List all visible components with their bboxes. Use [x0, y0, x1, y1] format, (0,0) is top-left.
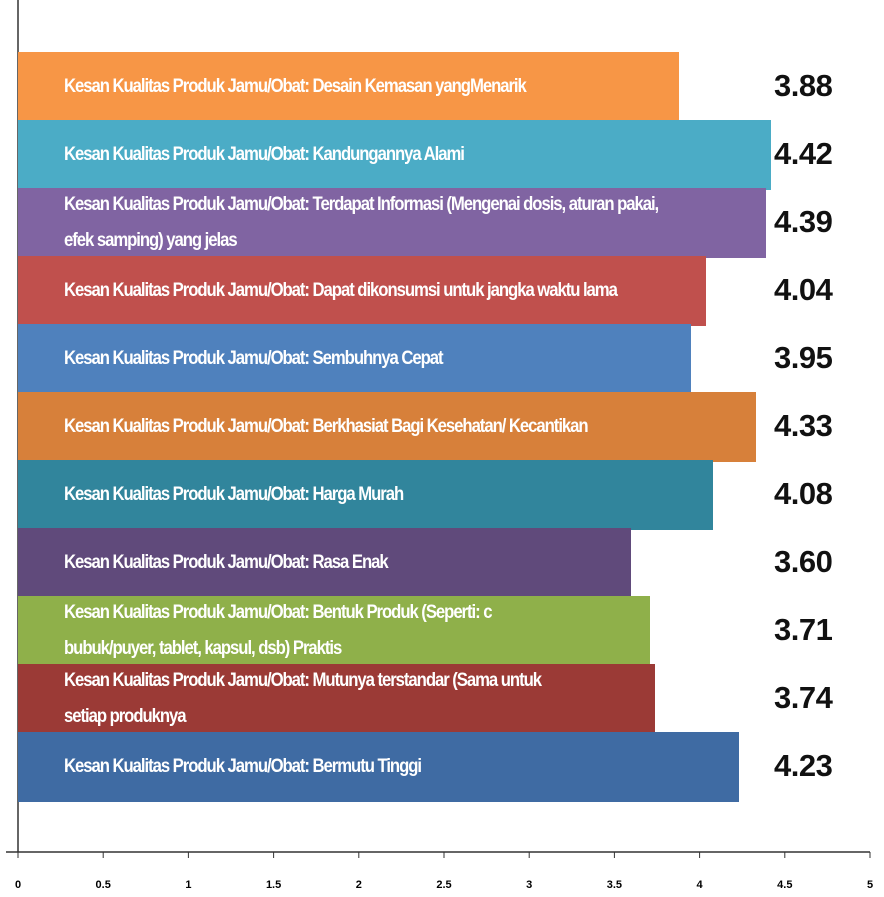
bar: Kesan Kualitas Produk Jamu/Obat: Kandung…: [18, 120, 772, 190]
bar: Kesan Kualitas Produk Jamu/Obat: Harga M…: [18, 460, 714, 530]
x-tick-label: 2.5: [436, 879, 451, 891]
value-label: 3.60: [774, 544, 833, 579]
bar: Kesan Kualitas Produk Jamu/Obat: Bentuk …: [18, 596, 651, 666]
bar: Kesan Kualitas Produk Jamu/Obat: Dapat d…: [18, 256, 707, 326]
x-tick-label: 1.5: [266, 879, 281, 891]
x-tick-label: 5: [867, 879, 873, 891]
bar: Kesan Kualitas Produk Jamu/Obat: Sembuhn…: [18, 324, 692, 394]
value-label: 3.74: [774, 680, 833, 715]
category-label: Kesan Kualitas Produk Jamu/Obat: Harga M…: [64, 484, 404, 505]
value-label: 3.71: [774, 612, 833, 647]
category-label: Kesan Kualitas Produk Jamu/Obat: Mutunya…: [64, 670, 542, 727]
bar: Kesan Kualitas Produk Jamu/Obat: Desain …: [18, 52, 680, 122]
value-label: 4.39: [774, 204, 833, 239]
category-label: Kesan Kualitas Produk Jamu/Obat: Rasa En…: [64, 552, 389, 573]
category-label: Kesan Kualitas Produk Jamu/Obat: Dapat d…: [64, 280, 618, 301]
x-tick-label: 2: [356, 879, 362, 891]
category-label: Kesan Kualitas Produk Jamu/Obat: Terdapa…: [64, 194, 659, 251]
value-label: 3.88: [774, 68, 833, 103]
x-tick-label: 4: [697, 879, 704, 891]
category-label: Kesan Kualitas Produk Jamu/Obat: Sembuhn…: [64, 348, 444, 369]
value-label: 4.42: [774, 136, 833, 171]
category-label: Kesan Kualitas Produk Jamu/Obat: Bermutu…: [64, 756, 422, 777]
x-tick-label: 3: [526, 879, 532, 891]
value-label: 4.08: [774, 476, 833, 511]
x-tick-label: 1: [185, 879, 191, 891]
bar: Kesan Kualitas Produk Jamu/Obat: Rasa En…: [18, 528, 632, 598]
category-label: Kesan Kualitas Produk Jamu/Obat: Kandung…: [64, 144, 465, 165]
category-label: Kesan Kualitas Produk Jamu/Obat: Desain …: [64, 76, 527, 97]
value-label: 3.95: [774, 340, 833, 375]
x-tick-label: 3.5: [607, 879, 622, 891]
x-tick-label: 4.5: [777, 879, 792, 891]
category-label: Kesan Kualitas Produk Jamu/Obat: Bentuk …: [64, 602, 493, 659]
x-tick-label: 0.5: [96, 879, 111, 891]
value-label: 4.04: [774, 272, 833, 307]
bar: Kesan Kualitas Produk Jamu/Obat: Mutunya…: [18, 664, 656, 734]
value-label: 4.33: [774, 408, 833, 443]
bar: Kesan Kualitas Produk Jamu/Obat: Berkhas…: [18, 392, 756, 462]
bar: Kesan Kualitas Produk Jamu/Obat: Bermutu…: [18, 732, 739, 802]
category-label: Kesan Kualitas Produk Jamu/Obat: Berkhas…: [64, 416, 589, 437]
bar: Kesan Kualitas Produk Jamu/Obat: Terdapa…: [18, 188, 767, 258]
x-tick-label: 0: [15, 879, 21, 891]
value-label: 4.23: [774, 748, 833, 783]
